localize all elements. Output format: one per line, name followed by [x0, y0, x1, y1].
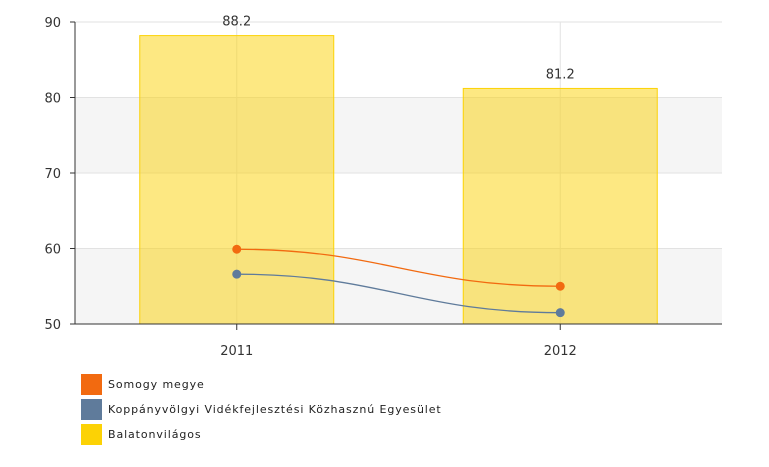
legend: Somogy megye Koppányvölgyi Vidékfejleszt… — [81, 372, 442, 447]
line-series — [232, 244, 565, 318]
y-tick-label: 60 — [44, 243, 61, 258]
tick-labels: 50 60 70 80 90 88.2 81.2 2011 2012 — [44, 15, 576, 359]
legend-item-koppanyvolgyi[interactable]: Koppányvölgyi Vidékfejlesztési Közhasznú… — [81, 397, 442, 422]
series-line — [236, 273, 561, 314]
x-tick-label: 2011 — [220, 344, 253, 359]
x-tick-label: 2012 — [544, 344, 577, 359]
bar — [139, 35, 335, 325]
series-line — [236, 248, 561, 287]
series-point — [232, 269, 242, 279]
y-tick-label: 90 — [44, 16, 61, 31]
legend-item-balatonvilagos[interactable]: Balatonvilágos — [81, 422, 442, 447]
series-point — [555, 308, 565, 318]
legend-swatch — [81, 374, 102, 395]
legend-swatch — [81, 399, 102, 420]
y-tick-label: 50 — [44, 318, 61, 333]
bar-data-label: 88.2 — [222, 15, 251, 30]
legend-swatch — [81, 424, 102, 445]
legend-item-somogy[interactable]: Somogy megye — [81, 372, 442, 397]
bar-data-label: 81.2 — [546, 67, 575, 82]
legend-label: Somogy megye — [108, 378, 205, 391]
legend-label: Balatonvilágos — [108, 428, 202, 441]
series-point — [555, 281, 565, 291]
series-point — [232, 244, 242, 254]
legend-label: Koppányvölgyi Vidékfejlesztési Közhasznú… — [108, 403, 442, 416]
y-tick-label: 80 — [44, 92, 61, 107]
axes — [70, 21, 722, 330]
y-tick-label: 70 — [44, 167, 61, 182]
chart: 50 60 70 80 90 88.2 81.2 2011 2012 — [44, 15, 722, 359]
